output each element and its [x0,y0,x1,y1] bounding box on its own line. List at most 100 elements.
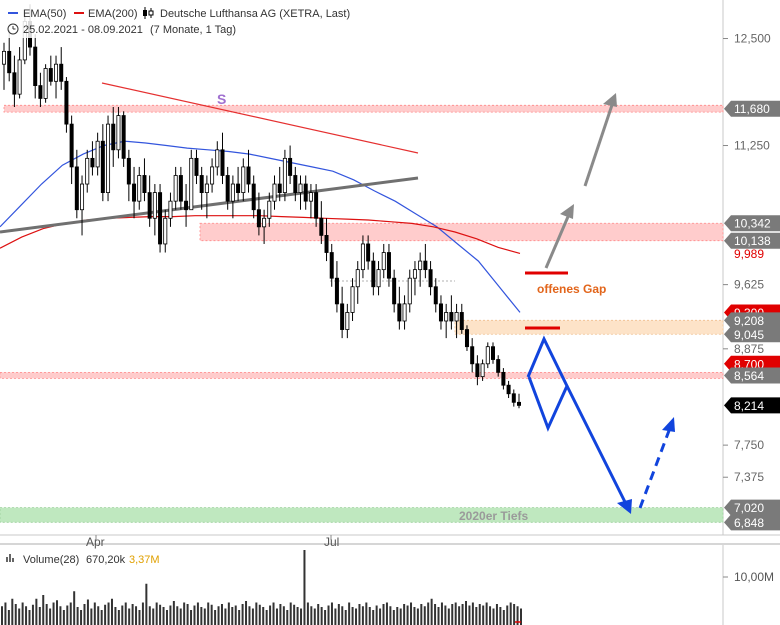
candle-body-55 [288,157,293,176]
candle-45 [236,166,241,202]
price-tag-9,989: 9,989 [734,247,764,261]
volume-bar-54 [186,604,189,625]
candle-83 [433,278,438,313]
candle-75 [392,269,397,313]
candle-55 [288,145,293,185]
candle-74 [386,243,391,287]
price-tag-bg-6 [724,326,780,343]
volume-bar-148 [509,602,512,625]
candle-body-11 [59,63,64,82]
volume-bar-61 [210,604,213,625]
volume-bar-122 [420,604,423,625]
volume-bar-74 [255,602,258,625]
volume-bar-87 [300,608,303,625]
price-tag-text-9: 8,214 [734,399,764,413]
candle-88 [459,303,464,334]
volume-bar-59 [203,608,206,625]
volume-bar-79 [272,602,275,625]
price-tag-text-11: 6,848 [734,516,764,530]
price-tag-text-5: 9,208 [734,314,764,328]
volume-bar-45 [155,602,158,625]
candle-body-28 [147,192,152,219]
volume-bar-66 [227,602,230,625]
candle-body-47 [246,166,251,185]
candle-95 [496,355,501,377]
price-tag-text-8: 8,564 [734,369,764,383]
candle-14 [74,149,79,219]
volume-bar-34 [117,610,120,625]
volume-bar-112 [385,602,388,625]
candle-body-0 [2,50,7,65]
volume-bar-130 [447,608,450,625]
candle-body-75 [392,277,397,305]
volume-bar-128 [440,602,443,625]
candle-51 [267,192,272,227]
candle-29 [152,184,157,236]
candle-body-7 [38,85,43,99]
candle-body-2 [12,72,17,95]
volume-bar-24 [83,604,86,625]
candlestick-icon [143,7,154,19]
volume-bar-27 [93,602,96,625]
candle-body-78 [407,277,412,305]
candle-12 [64,77,69,133]
candle-body-77 [402,303,407,322]
volume-bar-19 [66,605,69,625]
zone-2020-lows [0,507,724,523]
candle-53 [277,166,282,202]
volume-bar-120 [413,607,416,625]
candle-body-74 [386,252,391,279]
volume-bar-13 [45,604,48,625]
candle-42 [220,132,225,185]
candle-body-34 [178,175,183,202]
ascending-trendline [0,176,419,234]
candle-body-84 [438,303,443,322]
candle-47 [246,149,251,193]
volume-bar-69 [238,610,241,625]
volume-bar-0 [1,606,3,625]
candle-body-63 [329,252,334,279]
price-tag-text-10: 7,020 [734,501,764,515]
volume-bar-70 [241,604,244,625]
candle-38 [199,166,204,210]
candle-97 [506,380,511,399]
candle-body-45 [236,183,241,193]
candle-body-81 [423,260,428,271]
candle-32 [168,192,173,227]
volume-bar-36 [124,602,127,625]
projection-down-head [617,499,632,514]
volume-bar-39 [135,606,138,625]
volume-bar-7 [25,606,28,625]
candle-body-88 [459,312,464,330]
volume-bar-151 [520,608,522,625]
candle-body-10 [54,63,59,82]
candle-44 [230,175,235,219]
volume-bar-42 [145,583,148,625]
candle-18 [95,132,100,176]
candle-48 [251,175,256,219]
volume-bar-33 [114,607,117,625]
volume-bar-51 [176,606,179,625]
volume-bar-96 [330,602,333,625]
candle-91 [475,355,480,386]
candle-body-64 [334,277,339,305]
price-tag-text-2: 10,138 [734,234,771,248]
projection-down-shaft [565,385,629,507]
candle-body-72 [376,269,381,288]
volume-bar-3 [11,598,14,625]
candle-1 [7,29,12,82]
candle-21 [111,107,116,167]
volume-bar-135 [465,601,468,625]
volume-bar-83 [286,610,289,625]
volume-bar-80 [275,608,278,625]
candle-body-17 [90,157,95,168]
candle-body-69 [360,243,365,271]
candle-body-53 [277,183,282,193]
candle-26 [137,166,142,210]
volume-bar-16 [55,600,58,625]
candle-body-40 [210,166,215,185]
instrument-title: Deutsche Lufthansa AG (XETRA, Last) [160,8,350,20]
volume-bar-143 [492,608,495,625]
volume-bar-125 [430,598,433,625]
volume-bar-71 [245,601,248,625]
